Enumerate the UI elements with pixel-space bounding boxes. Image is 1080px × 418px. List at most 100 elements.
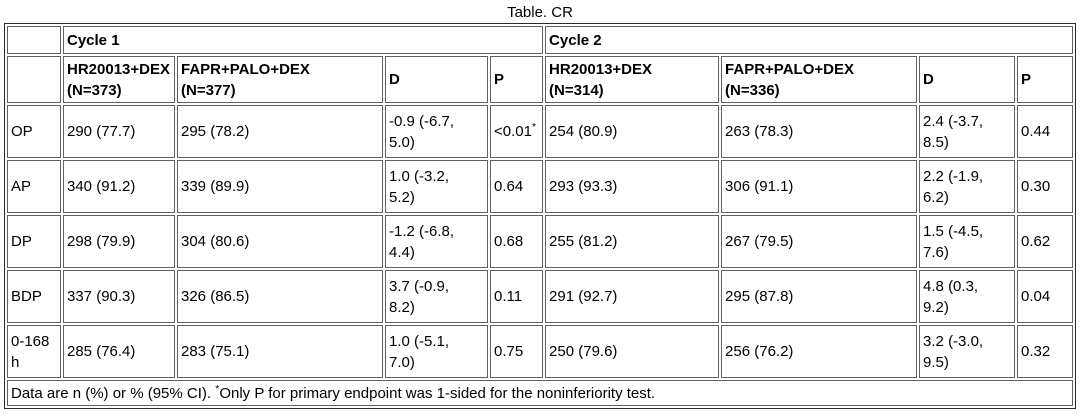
cell-c1-p: <0.01* (490, 105, 544, 158)
header-line: (N=314) (549, 81, 604, 99)
header-line: (N=373) (67, 81, 122, 99)
cell-line: 8.5) (923, 133, 949, 151)
cell-c2-delta: 1.5 (-4.5, 7.6) (919, 215, 1016, 268)
footnote-text: Only P for primary endpoint was 1-sided … (219, 384, 656, 402)
cell-line: 7.0) (389, 353, 415, 371)
col-header-c1-fapr: FAPR+PALO+DEX (N=377) (177, 56, 383, 103)
cell-c1-hr: 285 (76.4) (63, 325, 175, 378)
cell-c1-fapr: 326 (86.5) (177, 270, 383, 323)
cycle-header-row: Cycle 1 Cycle 2 (7, 26, 1074, 54)
cell-line: -0.9 (-6.7, (389, 112, 455, 130)
header-line: (N=336) (725, 81, 780, 99)
cell-c1-delta: 3.7 (-0.9, 8.2) (385, 270, 488, 323)
header-line: FAPR+PALO+DEX (181, 60, 310, 78)
cell-line: 8.2) (389, 298, 415, 316)
cell-c2-p: 0.04 (1017, 270, 1074, 323)
col-header-c2-fapr: FAPR+PALO+DEX (N=336) (721, 56, 918, 103)
cell-line: 9.5) (923, 353, 949, 371)
cell-line: 9.2) (923, 298, 949, 316)
cell-c2-hr: 250 (79.6) (545, 325, 720, 378)
cell-c1-p: 0.68 (490, 215, 544, 268)
cell-c2-delta: 2.4 (-3.7, 8.5) (919, 105, 1016, 158)
cell-c1-fapr: 295 (78.2) (177, 105, 383, 158)
cr-table: Cycle 1 Cycle 2 HR20013+DEX (N=373) FAPR… (4, 23, 1077, 409)
table-row-op: OP 290 (77.7) 295 (78.2) -0.9 (-6.7, 5.0… (7, 105, 1074, 158)
header-line: FAPR+PALO+DEX (725, 60, 854, 78)
asterisk-superscript: * (215, 382, 220, 395)
row-label: 0-168 h (7, 325, 61, 378)
cell-c1-hr: 298 (79.9) (63, 215, 175, 268)
cell-c1-delta: -1.2 (-6.8, 4.4) (385, 215, 488, 268)
cell-c1-hr: 337 (90.3) (63, 270, 175, 323)
cell-line: 3.2 (-3.0, (923, 332, 984, 350)
cell-line: 6.2) (923, 188, 949, 206)
cell-c1-delta: 1.0 (-3.2, 5.2) (385, 160, 488, 213)
corner-cell-top (7, 26, 61, 54)
cell-c2-delta: 3.2 (-3.0, 9.5) (919, 325, 1016, 378)
cell-line: 5.2) (389, 188, 415, 206)
row-label: BDP (7, 270, 61, 323)
cell-c2-p: 0.30 (1017, 160, 1074, 213)
row-label: AP (7, 160, 61, 213)
asterisk-superscript: * (531, 121, 537, 133)
cell-c2-hr: 254 (80.9) (545, 105, 720, 158)
col-header-c2-hr20013: HR20013+DEX (N=314) (545, 56, 720, 103)
cell-line: 7.6) (923, 243, 949, 261)
cell-line: 1.0 (-3.2, (389, 167, 450, 185)
header-line: HR20013+DEX (67, 60, 170, 78)
cell-c2-p: 0.44 (1017, 105, 1074, 158)
table-row-bdp: BDP 337 (90.3) 326 (86.5) 3.7 (-0.9, 8.2… (7, 270, 1074, 323)
table-row-ap: AP 340 (91.2) 339 (89.9) 1.0 (-3.2, 5.2)… (7, 160, 1074, 213)
col-header-c1-hr20013: HR20013+DEX (N=373) (63, 56, 175, 103)
row-label: DP (7, 215, 61, 268)
column-header-row: HR20013+DEX (N=373) FAPR+PALO+DEX (N=377… (7, 56, 1074, 103)
cell-c1-hr: 290 (77.7) (63, 105, 175, 158)
cell-c2-fapr: 295 (87.8) (721, 270, 918, 323)
cell-c1-fapr: 339 (89.9) (177, 160, 383, 213)
header-line: (N=377) (181, 81, 236, 99)
cell-c2-fapr: 306 (91.1) (721, 160, 918, 213)
cell-c1-delta: 1.0 (-5.1, 7.0) (385, 325, 488, 378)
footnote-text: Data are n (%) or % (95% CI). (11, 384, 216, 402)
cycle2-header-cell: Cycle 2 (545, 26, 1074, 54)
cell-c2-hr: 291 (92.7) (545, 270, 720, 323)
cell-c1-p: 0.64 (490, 160, 544, 213)
cell-c2-fapr: 256 (76.2) (721, 325, 918, 378)
cell-line: 5.0) (389, 133, 415, 151)
table-title: Table. CR (507, 4, 573, 21)
cell-c2-delta: 4.8 (0.3, 9.2) (919, 270, 1016, 323)
cell-c2-fapr: 267 (79.5) (721, 215, 918, 268)
cell-line: h (11, 353, 20, 371)
cell-c2-fapr: 263 (78.3) (721, 105, 918, 158)
cycle1-header-cell: Cycle 1 (63, 26, 544, 54)
footnote-row: Data are n (%) or % (95% CI). *Only P fo… (7, 380, 1074, 406)
cell-c1-fapr: 304 (80.6) (177, 215, 383, 268)
cell-c1-delta: -0.9 (-6.7, 5.0) (385, 105, 488, 158)
row-label: OP (7, 105, 61, 158)
cell-line: 2.4 (-3.7, (923, 112, 984, 130)
cell-c1-p: 0.75 (490, 325, 544, 378)
table-row-dp: DP 298 (79.9) 304 (80.6) -1.2 (-6.8, 4.4… (7, 215, 1074, 268)
col-header-c1-delta: D (385, 56, 488, 103)
cell-c1-hr: 340 (91.2) (63, 160, 175, 213)
col-header-c1-p: P (490, 56, 544, 103)
cell-c2-p: 0.62 (1017, 215, 1074, 268)
cell-line: -1.2 (-6.8, (389, 222, 455, 240)
cell-c1-p: 0.11 (490, 270, 544, 323)
cell-c1-fapr: 283 (75.1) (177, 325, 383, 378)
footnote-cell: Data are n (%) or % (95% CI). *Only P fo… (7, 380, 1074, 406)
cell-c2-hr: 293 (93.3) (545, 160, 720, 213)
cell-c2-delta: 2.2 (-1.9, 6.2) (919, 160, 1016, 213)
cell-line: 1.5 (-4.5, (923, 222, 984, 240)
cell-line: 2.2 (-1.9, (923, 167, 984, 185)
cell-line: 1.0 (-5.1, (389, 332, 450, 350)
col-header-c2-p: P (1017, 56, 1074, 103)
cell-c2-p: 0.32 (1017, 325, 1074, 378)
cell-c2-hr: 255 (81.2) (545, 215, 720, 268)
cell-line: 0-168 (11, 332, 50, 350)
p-value: <0.01 (494, 123, 532, 140)
cell-line: 4.8 (0.3, (923, 277, 979, 295)
col-header-c2-delta: D (919, 56, 1016, 103)
cell-line: 3.7 (-0.9, (389, 277, 450, 295)
